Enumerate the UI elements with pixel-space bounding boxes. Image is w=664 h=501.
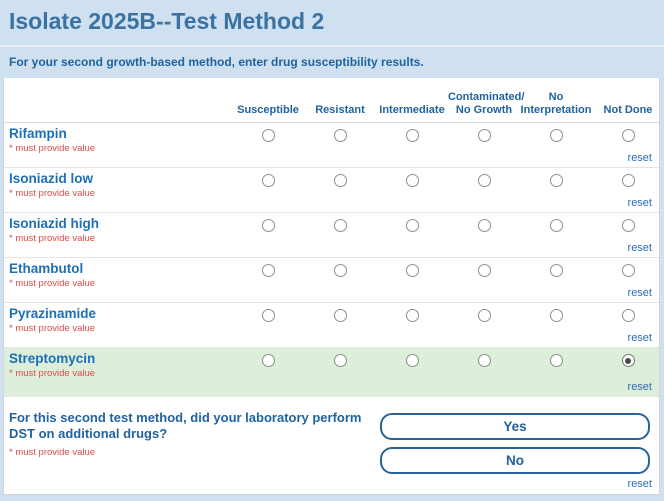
required-note: * must provide value	[9, 278, 96, 289]
radio-option[interactable]	[549, 264, 563, 277]
survey-header: Isolate 2025B--Test Method 2 For your se…	[0, 0, 664, 78]
column-header-line: Susceptible	[237, 104, 299, 116]
required-note: * must provide value	[9, 143, 96, 154]
radio-option[interactable]	[261, 174, 275, 187]
radio-option[interactable]	[405, 309, 419, 322]
radio-option[interactable]	[549, 219, 563, 232]
required-note: * must provide value	[9, 188, 96, 199]
reset-link[interactable]: reset	[627, 152, 652, 164]
table-row-ethambutol: Ethambutol * must provide value reset	[4, 258, 659, 303]
radio-option[interactable]	[261, 129, 275, 142]
radio-option[interactable]	[405, 219, 419, 232]
column-header-line: Intermediate	[379, 104, 445, 116]
radio-option[interactable]	[333, 174, 347, 187]
drug-label: Streptomycin	[9, 351, 96, 366]
survey-form-card: Susceptible Resistant Intermediate Conta…	[3, 78, 660, 495]
radio-option[interactable]	[405, 129, 419, 142]
radio-option[interactable]	[333, 219, 347, 232]
required-note: * must provide value	[9, 368, 96, 379]
radio-option[interactable]	[477, 354, 491, 367]
survey-instructions: For your second growth-based method, ent…	[9, 55, 424, 69]
page-title: Isolate 2025B--Test Method 2	[9, 8, 325, 34]
reset-link[interactable]: reset	[627, 478, 652, 490]
required-note: * must provide value	[9, 233, 96, 244]
reset-link[interactable]: reset	[627, 381, 652, 393]
radio-option-not-done-selected[interactable]	[621, 354, 635, 367]
column-header-susceptible: Susceptible	[232, 104, 304, 117]
radio-option[interactable]	[261, 264, 275, 277]
column-header-line: Resistant	[315, 104, 365, 116]
no-button[interactable]: No	[380, 447, 650, 474]
radio-option[interactable]	[549, 354, 563, 367]
radio-option[interactable]	[621, 174, 635, 187]
column-header-no-interpretation: No Interpretation	[520, 91, 592, 117]
table-row-rifampin: Rifampin * must provide value reset	[4, 123, 659, 168]
drug-label: Isoniazid low	[9, 171, 94, 186]
table-row-isoniazid-low: Isoniazid low * must provide value reset	[4, 168, 659, 213]
reset-link[interactable]: reset	[627, 197, 652, 209]
radio-option[interactable]	[405, 174, 419, 187]
column-header-contaminated-no-growth: Contaminated/ No Growth	[448, 91, 525, 117]
table-row-streptomycin: Streptomycin * must provide value reset	[4, 348, 659, 397]
column-header-line: Not Done	[603, 104, 653, 116]
column-header-not-done: Not Done	[592, 104, 664, 117]
column-header-line: Contaminated/	[448, 91, 525, 103]
reset-link[interactable]: reset	[627, 287, 652, 299]
radio-option[interactable]	[333, 309, 347, 322]
radio-option[interactable]	[477, 129, 491, 142]
radio-option[interactable]	[477, 174, 491, 187]
radio-option[interactable]	[549, 309, 563, 322]
radio-option[interactable]	[333, 354, 347, 367]
header-divider	[0, 45, 664, 47]
drug-label: Pyrazinamide	[9, 306, 97, 321]
column-header-intermediate: Intermediate	[376, 104, 448, 117]
radio-option[interactable]	[621, 219, 635, 232]
table-row-pyrazinamide: Pyrazinamide * must provide value reset	[4, 303, 659, 348]
radio-option[interactable]	[405, 264, 419, 277]
table-row-isoniazid-high: Isoniazid high * must provide value rese…	[4, 213, 659, 258]
radio-option[interactable]	[261, 309, 275, 322]
column-header-line: No Growth	[455, 104, 513, 116]
required-note: * must provide value	[9, 447, 96, 458]
drug-label: Isoniazid high	[9, 216, 99, 231]
radio-option[interactable]	[549, 174, 563, 187]
reset-link[interactable]: reset	[627, 242, 652, 254]
radio-option[interactable]	[477, 264, 491, 277]
drug-label: Ethambutol	[9, 261, 84, 276]
radio-option[interactable]	[405, 354, 419, 367]
radio-option[interactable]	[333, 264, 347, 277]
column-header-line: Interpretation	[520, 104, 592, 116]
radio-option[interactable]	[621, 129, 635, 142]
drug-label: Rifampin	[9, 126, 67, 141]
radio-option[interactable]	[549, 129, 563, 142]
required-note: * must provide value	[9, 323, 96, 334]
table-header-row: Susceptible Resistant Intermediate Conta…	[4, 78, 659, 123]
radio-option[interactable]	[477, 309, 491, 322]
yes-button[interactable]: Yes	[380, 413, 650, 440]
radio-option[interactable]	[477, 219, 491, 232]
radio-option[interactable]	[333, 129, 347, 142]
radio-option[interactable]	[261, 354, 275, 367]
radio-option[interactable]	[621, 309, 635, 322]
reset-link[interactable]: reset	[627, 332, 652, 344]
column-header-resistant: Resistant	[304, 104, 376, 117]
radio-option[interactable]	[621, 264, 635, 277]
radio-option[interactable]	[261, 219, 275, 232]
additional-drugs-question: For this second test method, did your la…	[9, 410, 362, 441]
additional-drugs-section: For this second test method, did your la…	[4, 397, 659, 494]
column-header-line: No	[548, 91, 564, 103]
